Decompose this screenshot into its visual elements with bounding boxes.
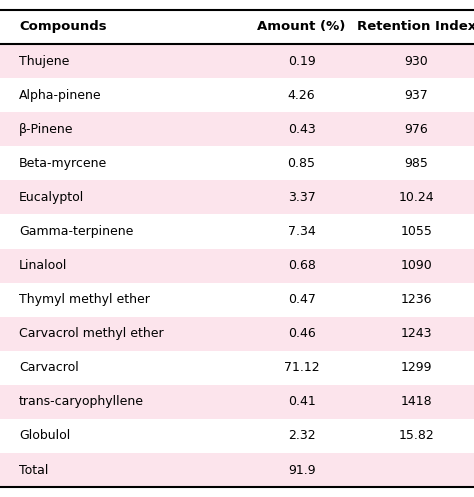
- Text: Carvacrol: Carvacrol: [19, 361, 79, 374]
- Text: 1055: 1055: [401, 225, 432, 238]
- Text: 0.85: 0.85: [288, 157, 316, 170]
- Text: 0.68: 0.68: [288, 259, 316, 272]
- Bar: [0, 78, 474, 112]
- Text: trans-caryophyllene: trans-caryophyllene: [19, 395, 144, 409]
- Text: Total: Total: [19, 464, 48, 477]
- Bar: [0, 453, 474, 487]
- Text: 930: 930: [405, 55, 428, 68]
- Text: 0.41: 0.41: [288, 395, 316, 409]
- Bar: [0, 10, 474, 44]
- Bar: [0, 248, 474, 283]
- Text: 7.34: 7.34: [288, 225, 316, 238]
- Bar: [0, 180, 474, 214]
- Text: Amount (%): Amount (%): [257, 20, 346, 33]
- Text: 0.47: 0.47: [288, 293, 316, 306]
- Bar: [0, 112, 474, 146]
- Text: Thymyl methyl ether: Thymyl methyl ether: [19, 293, 150, 306]
- Bar: [0, 351, 474, 385]
- Bar: [0, 283, 474, 317]
- Text: Carvacrol methyl ether: Carvacrol methyl ether: [19, 327, 164, 340]
- Text: Gamma-terpinene: Gamma-terpinene: [19, 225, 133, 238]
- Text: 937: 937: [405, 88, 428, 102]
- Text: 2.32: 2.32: [288, 429, 315, 442]
- Bar: [0, 385, 474, 419]
- Bar: [0, 317, 474, 351]
- Text: 0.19: 0.19: [288, 55, 316, 68]
- Bar: [0, 146, 474, 180]
- Text: Retention Index: Retention Index: [357, 20, 474, 33]
- Text: 4.26: 4.26: [288, 88, 315, 102]
- Text: Eucalyptol: Eucalyptol: [19, 191, 84, 204]
- Text: 1090: 1090: [401, 259, 432, 272]
- Text: 1243: 1243: [401, 327, 432, 340]
- Bar: [0, 419, 474, 453]
- Text: Alpha-pinene: Alpha-pinene: [19, 88, 101, 102]
- Text: 0.46: 0.46: [288, 327, 316, 340]
- Text: Globulol: Globulol: [19, 429, 70, 442]
- Text: 71.12: 71.12: [284, 361, 319, 374]
- Bar: [0, 44, 474, 78]
- Text: 3.37: 3.37: [288, 191, 316, 204]
- Text: 15.82: 15.82: [399, 429, 434, 442]
- Text: Linalool: Linalool: [19, 259, 67, 272]
- Text: Compounds: Compounds: [19, 20, 107, 33]
- Text: β-Pinene: β-Pinene: [19, 123, 73, 136]
- Text: 1418: 1418: [401, 395, 432, 409]
- Text: Beta-myrcene: Beta-myrcene: [19, 157, 107, 170]
- Bar: [0, 214, 474, 248]
- Text: 1299: 1299: [401, 361, 432, 374]
- Text: Thujene: Thujene: [19, 55, 69, 68]
- Text: 0.43: 0.43: [288, 123, 316, 136]
- Text: 10.24: 10.24: [399, 191, 434, 204]
- Text: 985: 985: [405, 157, 428, 170]
- Text: 976: 976: [405, 123, 428, 136]
- Text: 1236: 1236: [401, 293, 432, 306]
- Text: 91.9: 91.9: [288, 464, 315, 477]
